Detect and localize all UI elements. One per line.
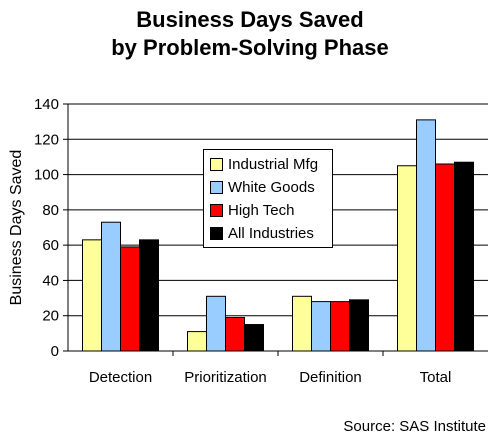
legend-swatch	[210, 227, 223, 240]
x-tick-label: Prioritization	[184, 369, 267, 386]
bar-0-1	[101, 221, 121, 352]
y-tick-label: 100	[34, 167, 59, 184]
legend-label: Industrial Mfg	[228, 156, 319, 173]
bar-3-2	[435, 163, 455, 352]
legend-item-white-goods: White Goods	[204, 176, 332, 199]
y-tick-label: 140	[34, 96, 59, 113]
legend: Industrial Mfg White Goods High Tech All…	[203, 149, 333, 248]
legend-item-all-industries: All Industries	[204, 222, 332, 245]
bar-2-0	[292, 295, 312, 352]
bar-1-0	[187, 331, 207, 352]
bar-0-0	[82, 239, 102, 352]
legend-swatch	[210, 204, 223, 217]
legend-item-high-tech: High Tech	[204, 199, 332, 222]
x-tick-label: Total	[420, 369, 452, 386]
bar-2-3	[349, 299, 369, 352]
bar-3-3	[454, 161, 474, 352]
bar-3-0	[397, 165, 417, 352]
bar-1-3	[244, 324, 264, 352]
x-tick-label: Definition	[299, 369, 362, 386]
bar-0-3	[139, 239, 159, 352]
source-note: Source: SAS Institute	[343, 418, 486, 435]
y-tick-label: 40	[42, 272, 59, 289]
x-tick-label: Detection	[89, 369, 152, 386]
legend-label: White Goods	[228, 179, 315, 196]
y-axis-label: Business Days Saved	[8, 150, 25, 306]
chart-title-line-1: Business Days Saved	[136, 7, 364, 32]
y-tick-label: 0	[51, 343, 59, 360]
legend-swatch	[210, 158, 223, 171]
y-tick-label: 60	[42, 237, 59, 254]
bar-1-1	[206, 295, 226, 352]
y-tick-label: 80	[42, 202, 59, 219]
legend-label: All Industries	[228, 225, 314, 242]
legend-item-industrial-mfg: Industrial Mfg	[204, 153, 332, 176]
bar-3-1	[416, 119, 436, 352]
bar-0-2	[120, 246, 140, 352]
legend-label: High Tech	[228, 202, 295, 219]
bar-2-2	[330, 301, 350, 352]
y-tick-label: 120	[34, 131, 59, 148]
chart-title-line-2: by Problem-Solving Phase	[111, 35, 389, 60]
legend-swatch	[210, 181, 223, 194]
y-tick-label: 20	[42, 308, 59, 325]
bar-2-1	[311, 301, 331, 352]
bar-1-2	[225, 316, 245, 352]
